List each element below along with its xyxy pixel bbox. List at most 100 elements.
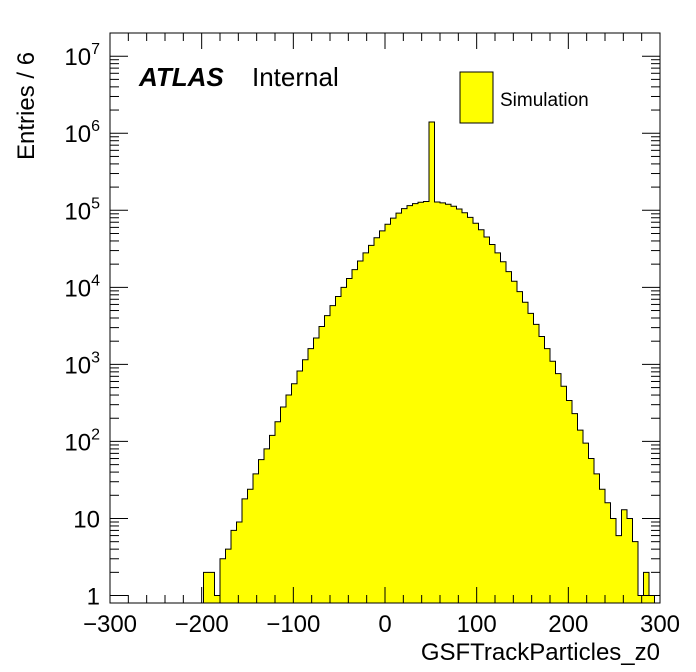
- internal-label: Internal: [252, 62, 339, 92]
- histogram-bar: [280, 406, 286, 603]
- histogram-bar: [346, 278, 352, 603]
- x-tick-label: −100: [266, 611, 320, 638]
- x-tick-label: 0: [378, 611, 391, 638]
- histogram-bar: [522, 302, 528, 603]
- y-tick-label: 102: [64, 426, 100, 456]
- x-tick-label: 200: [548, 611, 588, 638]
- histogram-bar: [407, 205, 413, 603]
- histogram-bar: [489, 244, 495, 604]
- histogram-bar: [621, 509, 627, 603]
- histogram-bar: [616, 535, 622, 603]
- histogram-bar: [550, 361, 556, 603]
- histogram-bar: [594, 473, 600, 603]
- histogram-bar: [374, 237, 380, 604]
- histogram-bars: [203, 121, 655, 604]
- histogram-bar: [379, 230, 385, 604]
- histogram-bar: [533, 324, 539, 603]
- histogram-bar: [335, 296, 341, 603]
- histogram-bar: [445, 204, 451, 603]
- histogram-bar: [467, 217, 473, 603]
- histogram-bar: [643, 572, 649, 603]
- histogram-bar: [429, 121, 435, 604]
- histogram-bar: [401, 208, 407, 603]
- histogram-bar: [385, 224, 391, 604]
- x-axis-tick-labels: −300 −200 −100 0 100 200 300: [83, 611, 680, 638]
- histogram-bar: [275, 421, 281, 603]
- histogram-bar: [544, 348, 550, 603]
- y-axis-ticks: [110, 32, 660, 597]
- histogram-bar: [286, 395, 292, 603]
- histogram-bar: [583, 443, 589, 603]
- histogram-bar: [478, 229, 484, 604]
- histogram-bar: [632, 541, 638, 603]
- histogram-bar: [528, 313, 534, 603]
- histogram-bar: [225, 549, 231, 603]
- histogram-bar: [242, 498, 248, 603]
- histogram-bar: [264, 448, 270, 603]
- histogram-bar: [627, 518, 633, 603]
- y-tick-label: 104: [64, 272, 100, 302]
- histogram-bar: [434, 202, 440, 603]
- histogram-bar: [506, 271, 512, 603]
- x-axis-ticks: [109, 33, 661, 603]
- atlas-label: ATLAS: [138, 62, 224, 92]
- histogram-bar: [649, 595, 655, 603]
- y-tick-label: 103: [64, 349, 100, 379]
- histogram-bar: [451, 206, 457, 603]
- histogram-bar: [484, 237, 490, 603]
- histogram-bar: [313, 338, 319, 603]
- histogram-bar: [247, 489, 253, 603]
- histogram-bar: [352, 269, 358, 603]
- histogram-bar: [291, 383, 297, 603]
- x-tick-label: 300: [640, 611, 680, 638]
- histogram-bar: [236, 522, 242, 603]
- y-tick-label: 10: [73, 506, 100, 533]
- histogram-bar: [363, 252, 369, 604]
- legend-swatch: [459, 71, 494, 124]
- x-tick-label: −300: [83, 611, 137, 638]
- histogram-bar: [324, 315, 330, 603]
- histogram-bar: [319, 326, 325, 603]
- legend-label: Simulation: [500, 90, 589, 111]
- y-axis-tick-labels: 1 10 102 103 104 105 106 107: [64, 41, 100, 610]
- histogram-bar: [500, 261, 506, 603]
- histogram-bar: [610, 518, 616, 603]
- histogram-bar: [566, 400, 572, 603]
- histogram-bar: [473, 223, 479, 603]
- histogram-bar: [330, 305, 336, 603]
- histogram-bar: [511, 281, 517, 603]
- y-tick-label: 1: [87, 584, 100, 611]
- histogram-bar: [231, 530, 237, 603]
- histogram-bar: [517, 291, 523, 603]
- histogram-bar: [440, 202, 446, 603]
- histogram-bar: [555, 373, 561, 603]
- y-tick-label: 105: [64, 195, 100, 225]
- histogram-bar: [341, 287, 347, 603]
- histogram-bar: [203, 572, 209, 603]
- histogram-bar: [462, 212, 468, 604]
- y-axis-label: Entries / 6: [13, 52, 40, 160]
- histogram-bar: [390, 218, 396, 603]
- y-tick-label: 106: [64, 118, 100, 148]
- x-axis-label: GSFTrackParticles_z0: [421, 639, 660, 666]
- histogram-bar: [495, 252, 501, 604]
- histogram-bar: [561, 386, 567, 603]
- x-tick-label: −200: [175, 611, 229, 638]
- histogram-bar: [269, 435, 275, 603]
- histogram-bar: [605, 502, 611, 603]
- histogram-bar: [368, 245, 374, 603]
- histogram-bar: [214, 595, 220, 603]
- y-tick-label: 107: [64, 41, 100, 71]
- histogram-bar: [599, 489, 605, 603]
- x-tick-label: 100: [457, 611, 497, 638]
- histogram-bar: [253, 473, 259, 603]
- histogram-bar: [258, 459, 264, 603]
- histogram-bar: [423, 201, 429, 603]
- histogram-bar: [357, 260, 363, 603]
- histogram-bar: [220, 558, 226, 603]
- histogram-bar: [418, 202, 424, 603]
- histogram-bar: [572, 413, 578, 603]
- histogram-bar: [539, 336, 545, 603]
- histogram-bar: [638, 595, 644, 603]
